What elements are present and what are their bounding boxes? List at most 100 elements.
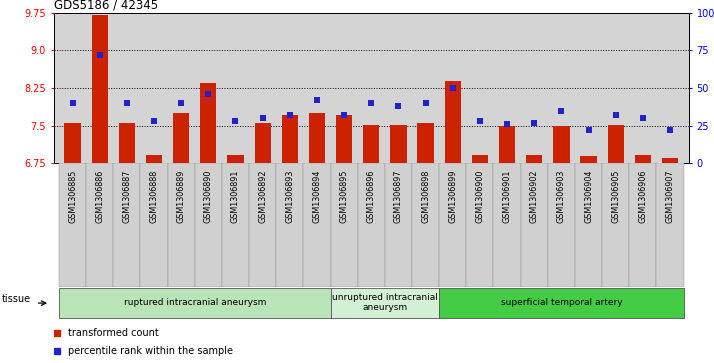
Bar	[662, 158, 678, 163]
Point	[284, 112, 296, 118]
Point	[149, 118, 160, 124]
Text: GSM1306890: GSM1306890	[203, 170, 213, 223]
Text: GSM1306894: GSM1306894	[313, 170, 321, 223]
Bar	[385, 163, 412, 287]
Text: GSM1306895: GSM1306895	[340, 170, 348, 223]
Point	[366, 100, 377, 106]
Point	[230, 118, 241, 124]
Point	[474, 118, 486, 124]
Bar	[227, 155, 243, 163]
Bar	[391, 125, 406, 163]
Text: ruptured intracranial aneurysm: ruptured intracranial aneurysm	[124, 298, 266, 307]
Point	[393, 103, 404, 109]
Bar	[249, 163, 276, 287]
Bar	[445, 82, 461, 163]
Bar	[580, 156, 597, 163]
Bar	[439, 163, 466, 287]
Text: GSM1306886: GSM1306886	[95, 170, 104, 223]
Text: GSM1306901: GSM1306901	[503, 170, 511, 223]
Point	[637, 115, 648, 121]
Bar	[412, 163, 439, 287]
Text: GSM1306907: GSM1306907	[665, 170, 675, 223]
Bar	[64, 123, 81, 163]
Text: GSM1306903: GSM1306903	[557, 170, 566, 223]
Text: GSM1306902: GSM1306902	[530, 170, 539, 223]
Text: GSM1306892: GSM1306892	[258, 170, 267, 223]
Bar	[195, 163, 222, 287]
Bar	[119, 123, 135, 163]
Bar	[439, 288, 683, 318]
Point	[420, 100, 431, 106]
Bar	[363, 125, 379, 163]
Bar	[493, 163, 521, 287]
Bar	[602, 163, 629, 287]
Text: GSM1306888: GSM1306888	[149, 170, 159, 223]
Text: GSM1306900: GSM1306900	[476, 170, 484, 223]
Bar	[309, 113, 325, 163]
Point	[583, 127, 594, 133]
Bar	[499, 126, 516, 163]
Text: GSM1306891: GSM1306891	[231, 170, 240, 223]
Bar	[656, 163, 683, 287]
Bar	[548, 163, 575, 287]
Bar	[331, 163, 358, 287]
Point	[664, 127, 675, 133]
Bar	[608, 125, 624, 163]
Point	[528, 120, 540, 126]
Point	[203, 91, 214, 97]
Text: GSM1306889: GSM1306889	[176, 170, 186, 223]
Bar	[91, 15, 108, 163]
Text: GSM1306898: GSM1306898	[421, 170, 430, 223]
Point	[610, 112, 621, 118]
Text: GSM1306905: GSM1306905	[611, 170, 620, 223]
Point	[121, 100, 133, 106]
Bar	[141, 163, 168, 287]
Bar	[168, 163, 195, 287]
Bar	[635, 155, 651, 163]
Text: transformed count: transformed count	[68, 328, 159, 338]
Text: GSM1306899: GSM1306899	[448, 170, 457, 223]
Text: GSM1306887: GSM1306887	[122, 170, 131, 223]
Text: GSM1306906: GSM1306906	[638, 170, 648, 223]
Point	[501, 121, 513, 127]
Point	[447, 85, 458, 91]
Bar	[146, 155, 162, 163]
Bar	[200, 83, 216, 163]
Bar	[59, 288, 331, 318]
Point	[94, 52, 106, 58]
Bar	[553, 126, 570, 163]
Text: GSM1306893: GSM1306893	[286, 170, 294, 223]
Text: tissue: tissue	[2, 294, 31, 305]
Point	[257, 115, 268, 121]
Point	[555, 108, 567, 114]
Bar	[358, 163, 385, 287]
Text: GSM1306904: GSM1306904	[584, 170, 593, 223]
Bar	[336, 115, 352, 163]
Bar	[276, 163, 303, 287]
Point	[311, 97, 323, 103]
Point	[338, 112, 350, 118]
Bar	[521, 163, 548, 287]
Bar	[418, 123, 433, 163]
Point	[176, 100, 187, 106]
Text: superficial temporal artery: superficial temporal artery	[501, 298, 622, 307]
Bar	[526, 155, 543, 163]
Bar	[281, 115, 298, 163]
Bar	[173, 113, 189, 163]
Bar	[303, 163, 331, 287]
Bar	[331, 288, 439, 318]
Bar	[59, 163, 86, 287]
Text: percentile rank within the sample: percentile rank within the sample	[68, 346, 233, 356]
Bar	[472, 155, 488, 163]
Bar	[254, 123, 271, 163]
Text: GDS5186 / 42345: GDS5186 / 42345	[54, 0, 158, 12]
Text: unruptured intracranial
aneurysm: unruptured intracranial aneurysm	[332, 293, 438, 312]
Text: GSM1306897: GSM1306897	[394, 170, 403, 223]
Bar	[629, 163, 656, 287]
Bar	[466, 163, 493, 287]
Bar	[114, 163, 141, 287]
Text: GSM1306885: GSM1306885	[68, 170, 77, 223]
Bar	[222, 163, 249, 287]
Point	[67, 100, 79, 106]
Bar	[575, 163, 602, 287]
